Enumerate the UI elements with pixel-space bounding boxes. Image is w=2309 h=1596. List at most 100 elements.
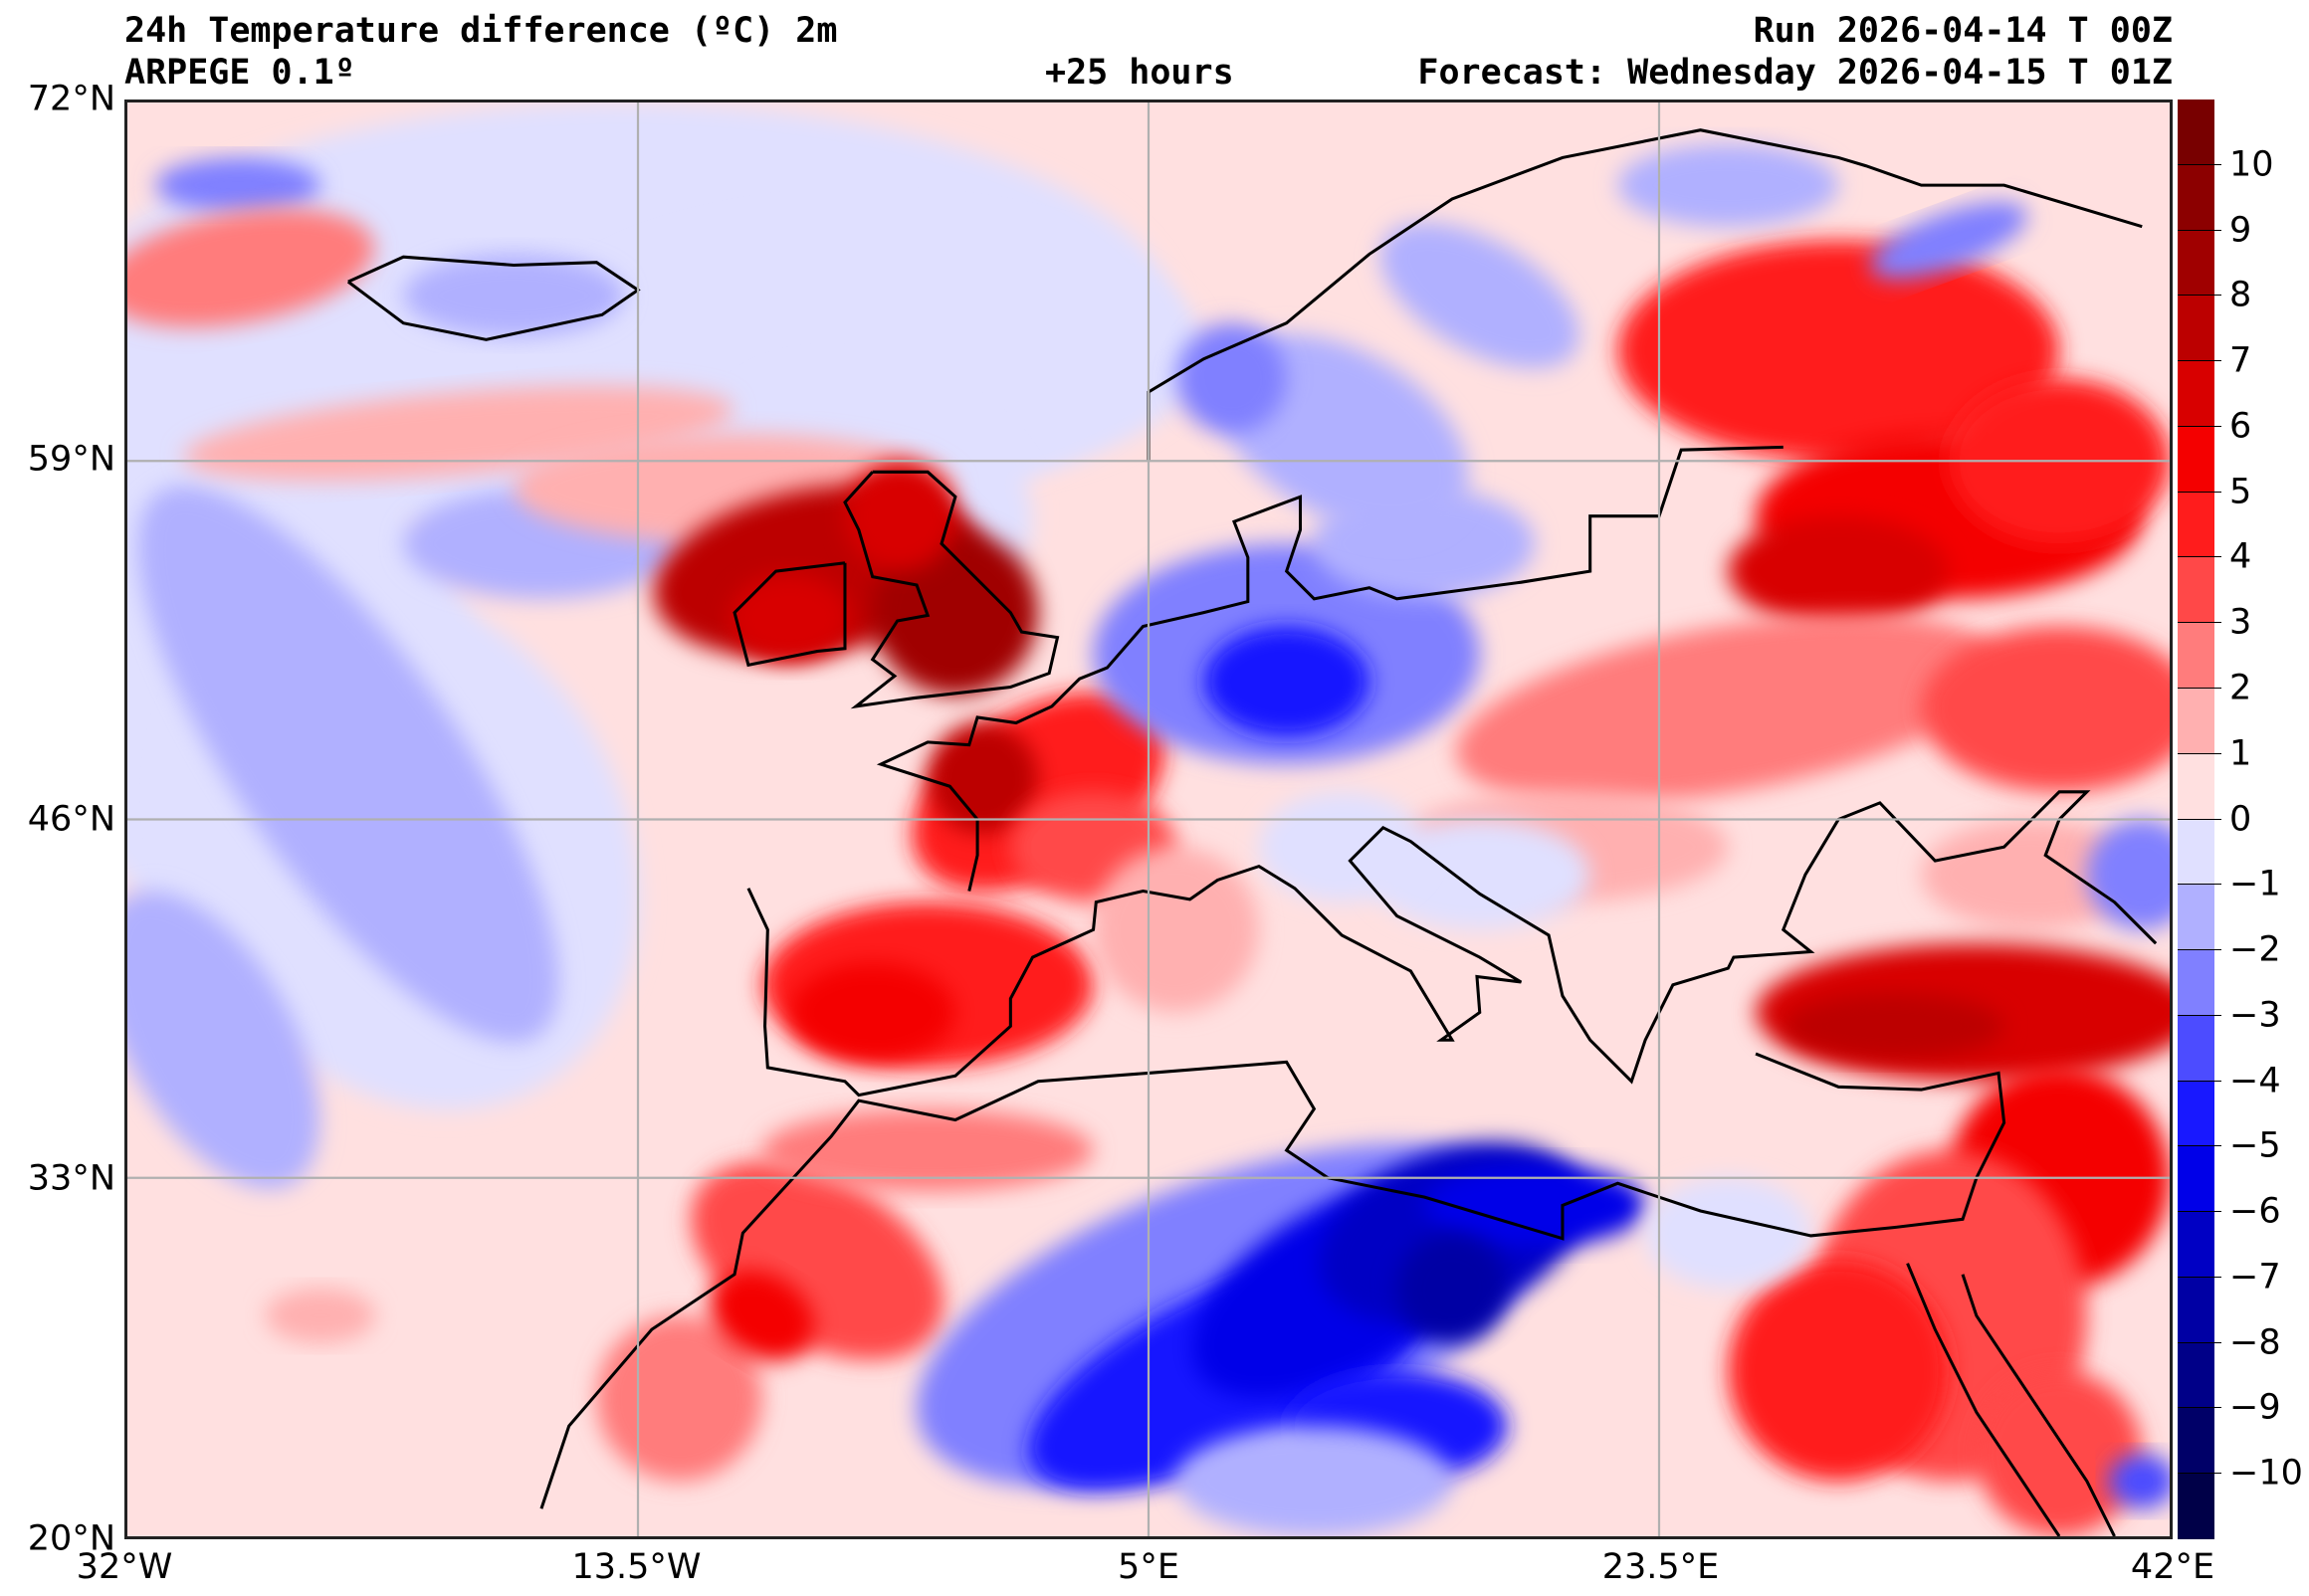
colorbar-tick-label: −5 <box>2229 1125 2281 1166</box>
colorbar-bin <box>2178 1015 2214 1083</box>
field-region <box>1783 993 2004 1060</box>
field-region <box>872 529 1039 696</box>
field-region <box>127 891 320 1190</box>
field-region <box>1424 1163 1646 1248</box>
field-region <box>1617 240 2060 462</box>
lon-tick-label: 23.5°E <box>1601 1547 1720 1587</box>
colorbar-tick-label: 7 <box>2229 340 2252 381</box>
colorbar-bin <box>2178 885 2214 951</box>
colorbar-tick-label: 5 <box>2229 472 2252 512</box>
colorbar-bin <box>2178 1212 2214 1279</box>
colorbar-tick-label: −7 <box>2229 1257 2281 1297</box>
colorbar <box>2178 100 2214 1540</box>
colorbar-tick <box>2178 1211 2221 1213</box>
chart-title: 24h Temperature difference (ºC) 2m <box>124 11 838 51</box>
colorbar-tick <box>2178 884 2221 886</box>
coastline <box>876 445 1784 892</box>
colorbar-tick-label: 4 <box>2229 536 2252 577</box>
colorbar-bin <box>2178 1474 2214 1540</box>
colorbar-bin <box>2178 1146 2214 1213</box>
colorbar-tick-label: 9 <box>2229 210 2252 251</box>
colorbar-tick <box>2178 556 2221 558</box>
field-region <box>2086 819 2170 930</box>
colorbar-tick <box>2178 1473 2221 1475</box>
colorbar-tick-label: −10 <box>2229 1453 2303 1494</box>
model-label: ARPEGE 0.1º <box>124 53 355 93</box>
colorbar-bin <box>2178 1342 2214 1409</box>
field-region <box>1258 791 1425 902</box>
field-region <box>1921 626 2170 792</box>
field-region <box>1728 1260 1950 1482</box>
field-region <box>1368 819 1590 930</box>
colorbar-tick <box>2178 229 2221 231</box>
field-region <box>789 962 955 1063</box>
colorbar-tick-label: −1 <box>2229 864 2281 904</box>
map-canvas <box>127 102 2170 1536</box>
field-region <box>1379 222 1579 369</box>
colorbar-bin <box>2178 1277 2214 1344</box>
colorbar-bin <box>2178 1408 2214 1475</box>
colorbar-bin <box>2178 623 2214 690</box>
field-region <box>1175 1426 1453 1536</box>
field-region <box>844 461 955 572</box>
lon-tick-label: 42°E <box>2130 1547 2215 1587</box>
colorbar-tick-label: −2 <box>2229 929 2281 970</box>
field-region <box>1921 819 2143 930</box>
colorbar-tick <box>2178 1080 2221 1082</box>
coastline <box>539 1052 2006 1509</box>
colorbar-tick-label: 6 <box>2229 406 2252 447</box>
field-region <box>1728 515 1950 627</box>
field-region <box>127 208 374 327</box>
coastline <box>1961 1274 2116 1536</box>
colorbar-tick <box>2178 1276 2221 1278</box>
field-region <box>1617 143 1839 227</box>
colorbar-tick <box>2178 752 2221 754</box>
field-region <box>1455 614 2000 804</box>
colorbar-tick <box>2178 360 2221 362</box>
lon-tick-label: 5°E <box>1118 1547 1179 1587</box>
coastline <box>1147 128 2143 462</box>
field-region <box>710 1270 815 1361</box>
colorbar-tick-label: 2 <box>2229 668 2252 708</box>
colorbar-bin <box>2178 361 2214 428</box>
field-region <box>1396 1233 1508 1344</box>
coastline <box>843 470 1060 709</box>
lon-tick-label: 13.5°W <box>571 1547 702 1587</box>
field-region <box>137 486 559 1043</box>
lon-tick-label: 32°W <box>76 1547 173 1587</box>
field-region <box>154 157 321 213</box>
colorbar-tick-label: −3 <box>2229 995 2281 1036</box>
colorbar-bin <box>2178 230 2214 297</box>
colorbar-tick-label: −4 <box>2229 1061 2281 1101</box>
colorbar-tick <box>2178 687 2221 689</box>
coastline <box>733 561 847 668</box>
field-region <box>1976 1370 2143 1536</box>
colorbar-tick <box>2178 295 2221 297</box>
temperature-difference-map <box>124 100 2173 1539</box>
colorbar-tick <box>2178 491 2221 493</box>
field-region <box>403 254 625 337</box>
colorbar-tick-label: −8 <box>2229 1322 2281 1363</box>
field-region <box>729 573 851 663</box>
colorbar-tick <box>2178 425 2221 427</box>
lat-tick-label: 72°N <box>27 79 115 119</box>
colorbar-tick-label: 10 <box>2229 144 2274 185</box>
run-time: Run 2026-04-14 T 00Z <box>1753 11 2173 51</box>
colorbar-tick-label: −6 <box>2229 1191 2281 1232</box>
lat-tick-label: 33°N <box>27 1158 115 1199</box>
colorbar-bin <box>2178 164 2214 232</box>
lead-time: +25 hours <box>1045 53 1234 93</box>
colorbar-bin <box>2178 688 2214 755</box>
colorbar-bin <box>2178 819 2214 886</box>
colorbar-tick-label: 1 <box>2229 733 2252 774</box>
colorbar-bin <box>2178 296 2214 362</box>
field-region <box>761 1108 1094 1192</box>
field-region <box>1870 202 2027 280</box>
colorbar-bin <box>2178 557 2214 624</box>
coastline <box>746 790 2158 1097</box>
field-region <box>1203 626 1369 737</box>
colorbar-tick <box>2178 622 2221 624</box>
colorbar-tick <box>2178 1341 2221 1343</box>
forecast-time: Forecast: Wednesday 2026-04-15 T 01Z <box>1417 53 2173 93</box>
colorbar-bin <box>2178 1081 2214 1147</box>
